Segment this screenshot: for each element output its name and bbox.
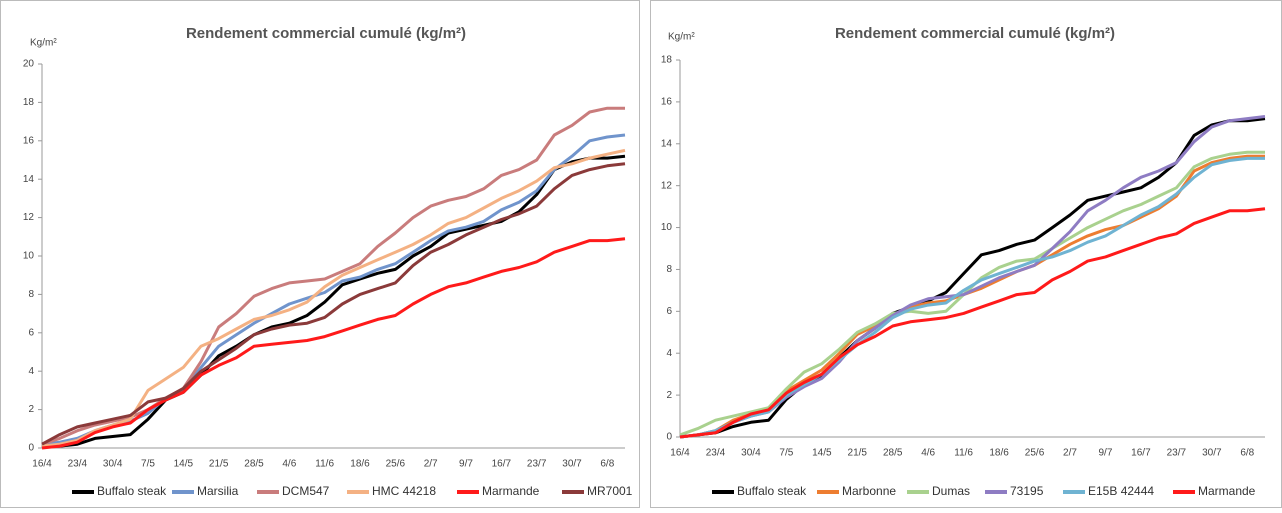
x-tick-label: 16/4 — [670, 448, 690, 459]
series-line — [679, 156, 1265, 439]
x-tick-label: 28/5 — [244, 459, 264, 470]
series-line — [41, 148, 626, 448]
x-tick-label: 4/6 — [921, 448, 935, 459]
y-tick-label: 6 — [666, 306, 672, 317]
series-line — [679, 117, 1266, 439]
x-tick-label: 30/7 — [1202, 448, 1222, 459]
x-tick-label: 23/4 — [706, 448, 726, 459]
x-tick-label: 6/8 — [1240, 448, 1254, 459]
y-tick-label: 2 — [666, 390, 672, 401]
series-line — [42, 154, 626, 448]
y-tick-label: 4 — [28, 366, 34, 377]
x-tick-label: 14/5 — [812, 448, 832, 459]
y-tick-label: 12 — [661, 180, 673, 191]
y-tick-label: 10 — [661, 222, 673, 233]
x-tick-label: 25/6 — [386, 459, 406, 470]
x-tick-label: 30/4 — [103, 459, 123, 470]
x-tick-label: 16/4 — [32, 459, 52, 470]
legend-label: MR7001 — [587, 484, 633, 498]
x-tick-label: 21/5 — [209, 459, 229, 470]
y-axis-label: Kg/m² — [30, 38, 57, 49]
series-line — [679, 207, 1266, 439]
y-tick-label: 18 — [661, 55, 673, 66]
y-tick-label: 16 — [661, 97, 673, 108]
legend-label: HMC 44218 — [372, 484, 436, 498]
y-tick-label: 0 — [666, 432, 672, 443]
x-tick-label: 16/7 — [492, 459, 512, 470]
y-tick-label: 14 — [23, 174, 35, 185]
legend-label: Marmande — [482, 484, 540, 498]
x-tick-label: 30/4 — [741, 448, 761, 459]
legend-label: Marmande — [1198, 484, 1256, 498]
x-tick-label: 2/7 — [424, 459, 438, 470]
x-tick-label: 7/5 — [779, 448, 793, 459]
y-tick-label: 2 — [28, 404, 34, 415]
legend-label: Dumas — [932, 484, 970, 498]
x-tick-label: 2/7 — [1063, 448, 1077, 459]
y-tick-label: 10 — [23, 251, 35, 262]
x-tick-label: 11/6 — [315, 459, 334, 470]
y-tick-label: 6 — [28, 327, 34, 338]
x-tick-label: 25/6 — [1025, 448, 1045, 459]
y-tick-label: 4 — [666, 348, 672, 359]
y-tick-label: 20 — [23, 59, 35, 70]
x-tick-label: 23/4 — [68, 459, 88, 470]
x-tick-label: 9/7 — [459, 459, 473, 470]
x-tick-label: 21/5 — [848, 448, 868, 459]
x-tick-label: 28/5 — [883, 448, 903, 459]
series-line — [41, 162, 626, 446]
x-tick-label: 16/7 — [1131, 448, 1151, 459]
x-tick-label: 18/6 — [989, 448, 1009, 459]
y-tick-label: 8 — [28, 289, 34, 300]
legend-label: Marbonne — [842, 484, 896, 498]
legend-label: 73195 — [1010, 484, 1044, 498]
chart-title: Rendement commercial cumulé (kg/m²) — [835, 25, 1115, 42]
legend-label: E15B 42444 — [1088, 484, 1154, 498]
legend-label: Buffalo steak — [97, 484, 167, 498]
x-tick-label: 23/7 — [1167, 448, 1187, 459]
x-tick-label: 18/6 — [350, 459, 370, 470]
y-tick-label: 12 — [23, 212, 35, 223]
y-axis-label: Kg/m² — [668, 32, 695, 43]
y-tick-label: 16 — [23, 135, 35, 146]
legend-label: DCM547 — [282, 484, 330, 498]
x-tick-label: 4/6 — [282, 459, 296, 470]
x-tick-label: 9/7 — [1099, 448, 1113, 459]
series-line — [41, 106, 625, 446]
right-panel — [650, 0, 1282, 508]
x-tick-label: 6/8 — [600, 459, 614, 470]
series-line — [41, 237, 626, 450]
y-tick-label: 8 — [666, 264, 672, 275]
chart-title: Rendement commercial cumulé (kg/m²) — [186, 25, 466, 42]
legend-label: Marsilia — [197, 484, 239, 498]
legend-label: Buffalo steak — [737, 484, 807, 498]
x-tick-label: 14/5 — [174, 459, 194, 470]
x-tick-label: 11/6 — [954, 448, 973, 459]
y-tick-label: 14 — [661, 138, 673, 149]
x-tick-label: 30/7 — [562, 459, 582, 470]
y-tick-label: 18 — [23, 97, 35, 108]
y-tick-label: 0 — [28, 443, 34, 454]
x-tick-label: 23/7 — [527, 459, 547, 470]
x-tick-label: 7/5 — [141, 459, 155, 470]
